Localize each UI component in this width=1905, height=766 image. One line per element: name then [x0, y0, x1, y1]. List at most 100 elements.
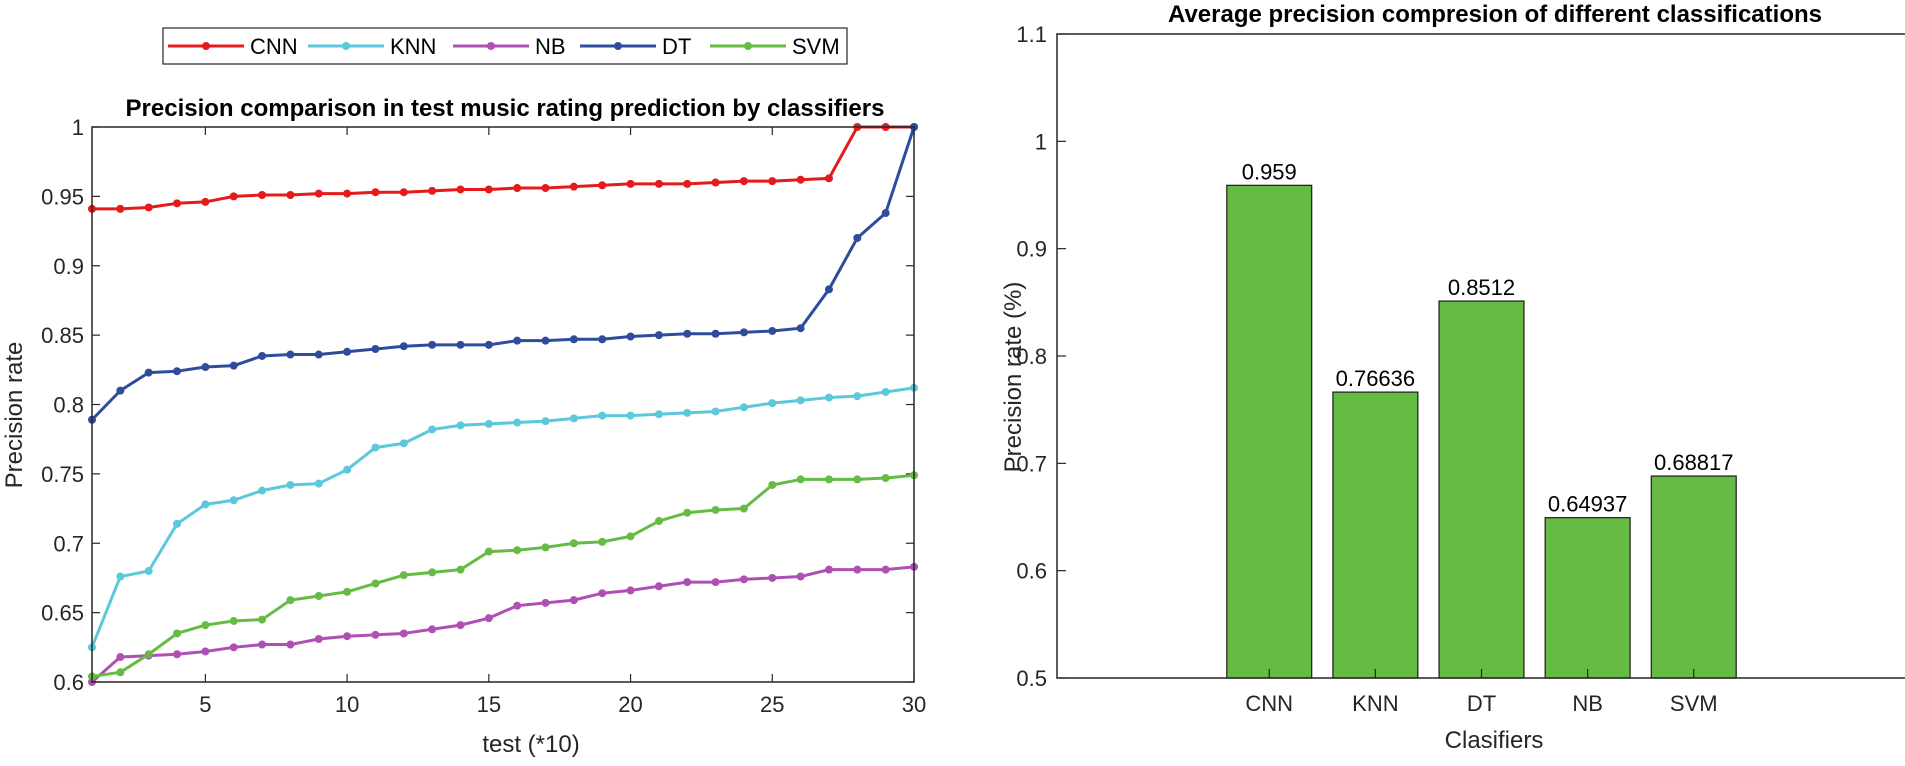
data-point [456, 565, 465, 574]
data-point [654, 582, 663, 591]
data-point [683, 408, 692, 417]
series-line-knn [90, 386, 915, 648]
data-point [484, 340, 493, 349]
data-point [173, 650, 182, 659]
legend-marker [614, 42, 622, 50]
data-point [796, 475, 805, 484]
data-point [314, 189, 323, 198]
data-point [428, 568, 437, 577]
data-point [286, 596, 295, 605]
bar-nb [1544, 517, 1631, 679]
data-point [173, 199, 182, 208]
data-point [853, 565, 862, 574]
legend-entry-nb: NB [453, 34, 566, 59]
data-point [258, 351, 267, 360]
data-point [541, 543, 550, 552]
x-tick-label: CNN [1245, 691, 1293, 716]
legend-marker [487, 42, 495, 50]
series-line-svm [91, 473, 915, 678]
line-chart-axes-box [91, 126, 915, 683]
data-point [654, 410, 663, 419]
data-point [881, 474, 890, 483]
y-tick-label: 0.9 [1016, 237, 1047, 262]
data-point [286, 190, 295, 199]
data-point [201, 500, 210, 509]
data-point [456, 621, 465, 630]
data-point [824, 393, 833, 402]
data-point [881, 565, 890, 574]
data-point [739, 504, 748, 513]
data-point [116, 668, 125, 677]
data-point [853, 392, 862, 401]
line-chart-y-ticks: 0.6 0.65 0.7 0.75 0.8 0.85 0.9 0.95 1 [41, 115, 914, 695]
data-point [513, 184, 522, 193]
data-point [399, 571, 408, 580]
data-point [598, 411, 607, 420]
y-tick-label: 0.7 [53, 531, 84, 556]
data-point [229, 192, 238, 201]
line-chart: Precision comparison in test music ratin… [1, 27, 926, 758]
y-tick-label: 0.7 [1016, 451, 1047, 476]
legend-label: NB [535, 34, 566, 59]
data-point [399, 342, 408, 351]
data-point [569, 539, 578, 548]
data-point [768, 480, 777, 489]
series-nb [88, 562, 918, 686]
bar-value-label: 0.64937 [1548, 492, 1628, 517]
data-point [286, 480, 295, 489]
data-point [626, 332, 635, 341]
y-tick-label: 0.9 [53, 254, 84, 279]
data-point [456, 340, 465, 349]
data-point [258, 615, 267, 624]
data-point [824, 475, 833, 484]
bar-chart-y-ticks: 0.5 0.6 0.7 0.8 0.9 1 1.1 [1016, 22, 1066, 691]
x-tick-label: 10 [335, 692, 359, 717]
y-tick-label: 0.95 [41, 184, 84, 209]
legend-marker [202, 42, 210, 50]
y-tick-label: 0.8 [53, 393, 84, 418]
y-tick-label: 0.85 [41, 323, 84, 348]
data-point [286, 640, 295, 649]
data-point [513, 546, 522, 555]
data-point [484, 614, 493, 623]
data-point [768, 177, 777, 186]
data-point [541, 417, 550, 426]
y-tick-label: 0.8 [1016, 344, 1047, 369]
line-chart-x-ticks: 5 10 15 20 25 30 [199, 127, 926, 717]
data-point [201, 647, 210, 656]
data-point [626, 586, 635, 595]
y-tick-label: 1 [1035, 129, 1047, 154]
data-point [116, 653, 125, 662]
legend-entry-dt: DT [580, 34, 691, 59]
data-point [569, 335, 578, 344]
data-point [399, 629, 408, 638]
legend-label: CNN [250, 34, 298, 59]
bar-group-cnn: 0.959 CNN [1226, 159, 1313, 716]
legend-entry-cnn: CNN [168, 34, 298, 59]
bar-value-label: 0.8512 [1448, 275, 1515, 300]
data-point [541, 184, 550, 193]
data-point [484, 185, 493, 194]
data-point [853, 234, 862, 242]
legend-label: KNN [390, 34, 436, 59]
data-point [343, 632, 352, 641]
legend-entry-svm: SVM [710, 34, 840, 59]
data-point [768, 399, 777, 408]
x-tick-label: SVM [1670, 691, 1718, 716]
data-point [343, 347, 352, 356]
data-point [683, 179, 692, 188]
data-point [796, 396, 805, 405]
data-point [144, 650, 153, 659]
data-point [513, 601, 522, 610]
data-point [229, 496, 238, 505]
data-point [201, 197, 210, 206]
y-tick-label: 0.6 [53, 670, 84, 695]
data-point [428, 625, 437, 634]
data-point [371, 443, 380, 452]
bar-group-svm: 0.68817 SVM [1650, 450, 1737, 716]
x-tick-label: 20 [618, 692, 642, 717]
series-svm [88, 471, 918, 681]
series-line-dt [90, 126, 916, 421]
x-tick-label: 30 [902, 692, 926, 717]
